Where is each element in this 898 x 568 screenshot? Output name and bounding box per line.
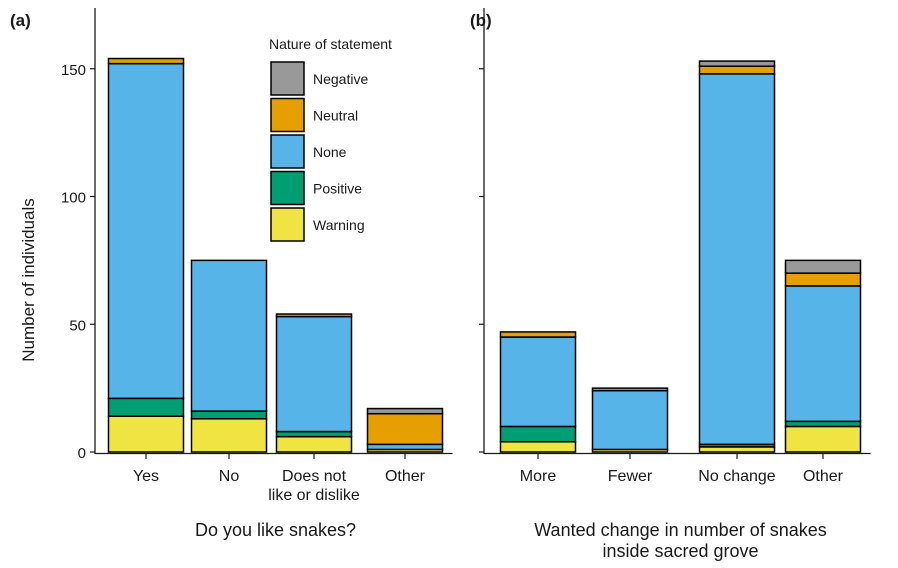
bar-segment-neutral: [784, 272, 862, 287]
legend-swatch-neutral: [270, 97, 305, 133]
bar-segment-negative: [784, 259, 862, 274]
y-tick-label: 150: [61, 62, 86, 79]
bar-segment-neutral: [107, 57, 185, 65]
bar-segment-positive: [499, 425, 577, 443]
bar-segment-positive: [275, 430, 353, 438]
legend-swatch-warning: [270, 207, 305, 242]
y-tick-label: 100: [61, 190, 86, 207]
x-tick-label: No: [219, 468, 240, 485]
bar-segment-warning: [107, 415, 185, 453]
panel-b: (b) More Fewer No change Other Wanted change …: [470, 8, 871, 561]
bar-segment-positive: [190, 410, 268, 420]
bar-segment-none: [366, 443, 444, 451]
legend-label-none: None: [313, 144, 347, 160]
bar-segment-none: [499, 336, 577, 428]
bar-segment-warning: [698, 446, 776, 453]
bar-segment-neutral: [366, 412, 444, 446]
bar-segment-neutral: [499, 331, 577, 338]
legend: Nature of statement Negative Neutral None Po…: [269, 36, 392, 242]
bar-segment-warning: [784, 425, 862, 453]
bar-segment-none: [275, 315, 353, 433]
x-axis-label: Do you like snakes?: [195, 520, 356, 540]
legend-title: Nature of statement: [269, 36, 392, 52]
legend-label-neutral: Neutral: [313, 108, 358, 124]
bar-segment-none: [107, 62, 185, 400]
x-tick-label: Fewer: [608, 468, 653, 485]
x-tick-label: More: [520, 468, 557, 485]
x-axis-label: Wanted change in number of snakes inside …: [534, 520, 827, 561]
bar-segment-negative: [698, 60, 776, 67]
x-tick-label: Other: [803, 468, 844, 485]
bar-segment-negative: [366, 407, 444, 415]
panel-tag: (a): [10, 11, 31, 30]
bar-segment-none: [698, 73, 776, 446]
bar-segment-warning: [499, 441, 577, 453]
bar-segment-none: [784, 285, 862, 423]
panel-tag: (b): [470, 11, 492, 30]
bar-segment-neutral: [698, 65, 776, 75]
legend-swatch-positive: [270, 170, 305, 206]
y-axis-label: Number of individuals: [19, 198, 38, 361]
bar-segment-none: [591, 389, 669, 451]
bar-segment-positive: [784, 420, 862, 428]
legend-label-positive: Positive: [313, 181, 362, 197]
bar-segment-warning: [275, 435, 353, 453]
x-tick-label: No change: [698, 468, 775, 485]
x-tick-label: Does not like or dislike: [268, 468, 360, 504]
bar-segment-negative: [591, 387, 669, 392]
panel-a: (a) 0 50 100 150 Yes No Does not like or dislike…: [10, 8, 453, 540]
bar-segment-none: [190, 259, 268, 412]
y-tick-label: 0: [78, 445, 86, 462]
legend-swatch-none: [270, 134, 305, 169]
x-tick-label: Other: [385, 468, 426, 485]
bar-segment-positive: [107, 397, 185, 417]
bar-segment-neutral: [275, 313, 353, 318]
y-tick-label: 50: [69, 317, 86, 334]
legend-swatch-negative: [270, 61, 305, 96]
bar-segment-warning: [190, 418, 268, 453]
legend-label-warning: Warning: [313, 217, 365, 233]
x-tick-label: Yes: [133, 468, 159, 485]
legend-label-negative: Negative: [313, 71, 368, 87]
